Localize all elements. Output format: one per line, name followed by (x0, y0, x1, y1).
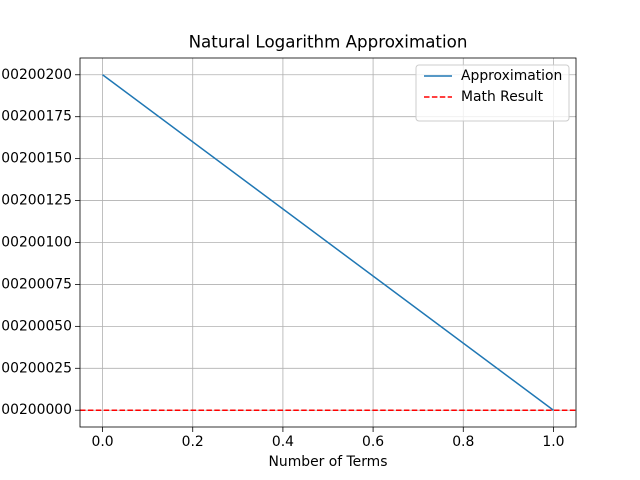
data-line (102, 74, 554, 411)
y-tick-label: 0.00200025 (0, 360, 72, 376)
x-axis-label: Number of Terms (269, 454, 388, 470)
x-tick-label: 1.0 (542, 434, 564, 450)
x-tick-label: 0.0 (91, 434, 113, 450)
y-tick-label: 0.00200000 (0, 402, 72, 418)
y-tick-label: 0.00200100 (0, 235, 72, 251)
x-tick-label: 0.6 (362, 434, 384, 450)
x-tick-label: 0.8 (452, 434, 474, 450)
x-tick-label: 0.2 (182, 434, 204, 450)
legend-label: Math Result (461, 89, 544, 105)
legend-label: Approximation (461, 68, 562, 84)
y-tick-label: 0.00200150 (0, 151, 72, 167)
y-tick-label: 0.00200075 (0, 276, 72, 292)
chart-title: Natural Logarithm Approximation (189, 32, 468, 52)
y-tick-label: 0.00200175 (0, 109, 72, 125)
x-tick-label: 0.4 (272, 434, 294, 450)
plot-frame (79, 57, 577, 428)
y-tick-label: 0.00200200 (0, 67, 72, 83)
y-tick-label: 0.00200125 (0, 193, 72, 209)
legend-box (415, 64, 570, 122)
y-tick-label: 0.00200050 (0, 318, 72, 334)
